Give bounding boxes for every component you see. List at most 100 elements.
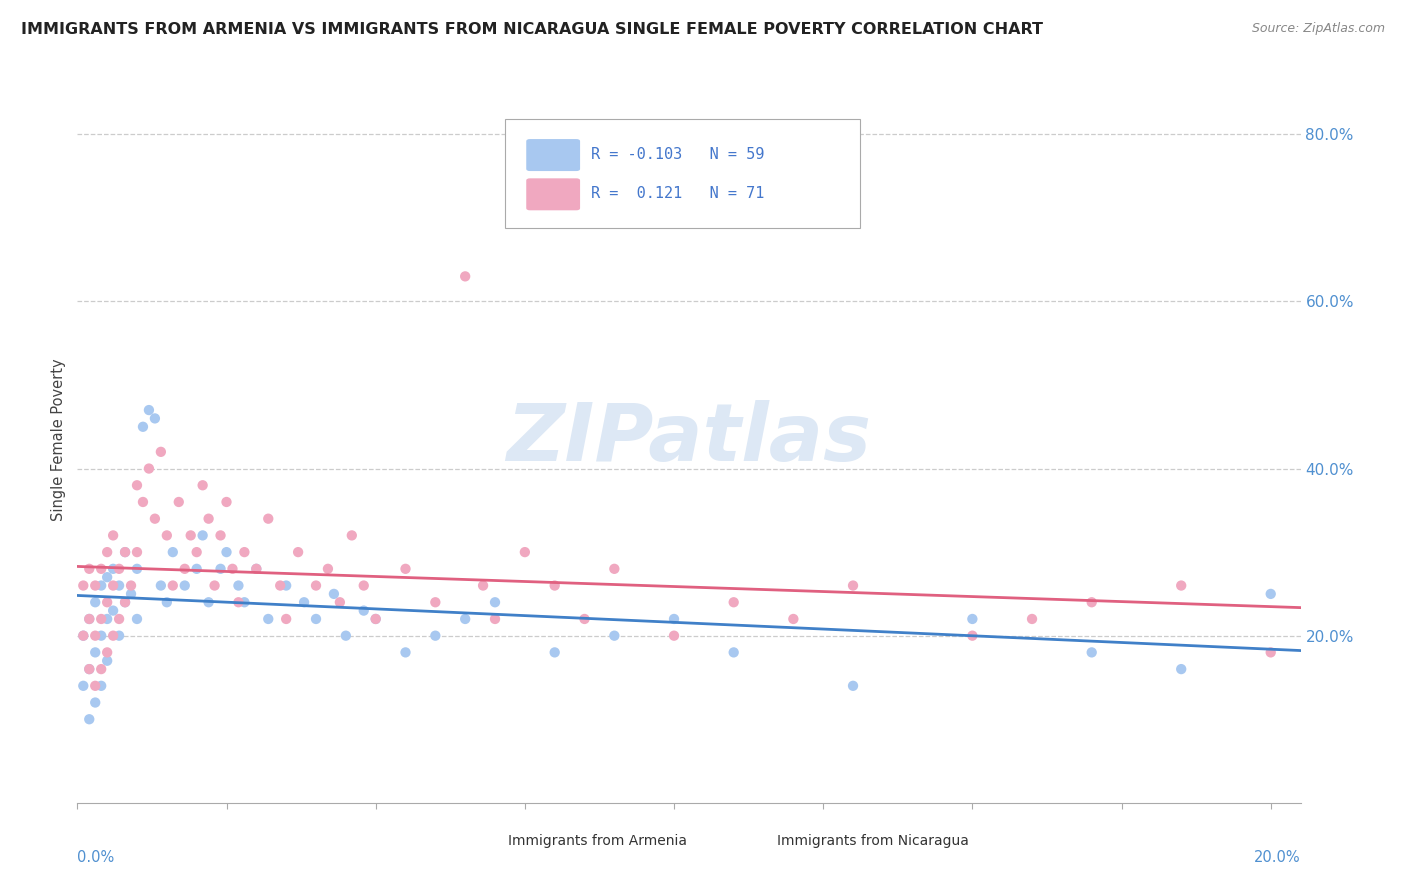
Point	[197, 595, 219, 609]
Point	[84, 645, 107, 659]
Point	[101, 629, 124, 643]
Point	[114, 595, 136, 609]
Text: 20.0%: 20.0%	[1254, 850, 1301, 865]
Text: R = -0.103   N = 59: R = -0.103 N = 59	[591, 147, 765, 161]
Point	[603, 562, 626, 576]
Point	[221, 562, 243, 576]
Point	[513, 545, 536, 559]
Text: 0.0%: 0.0%	[77, 850, 114, 865]
Point	[84, 696, 107, 710]
Point	[245, 562, 267, 576]
Point	[245, 562, 267, 576]
Point	[77, 612, 100, 626]
FancyBboxPatch shape	[526, 178, 581, 211]
Point	[353, 604, 375, 618]
Point	[72, 629, 94, 643]
Point	[257, 612, 280, 626]
Point	[394, 645, 416, 659]
Point	[149, 445, 172, 459]
Point	[77, 612, 100, 626]
Text: Immigrants from Armenia: Immigrants from Armenia	[508, 834, 688, 847]
Point	[72, 679, 94, 693]
Point	[77, 562, 100, 576]
Point	[662, 629, 685, 643]
Point	[108, 562, 131, 576]
Text: Immigrants from Nicaragua: Immigrants from Nicaragua	[778, 834, 969, 847]
Point	[364, 612, 387, 626]
Point	[101, 528, 124, 542]
Point	[138, 461, 160, 475]
Point	[156, 528, 179, 542]
Point	[723, 645, 745, 659]
Point	[96, 645, 118, 659]
Point	[962, 612, 984, 626]
Point	[90, 612, 112, 626]
Point	[120, 578, 142, 592]
Point	[364, 612, 387, 626]
Point	[269, 578, 291, 592]
Point	[132, 419, 155, 434]
Point	[574, 612, 596, 626]
Point	[662, 612, 685, 626]
Point	[186, 562, 208, 576]
Point	[186, 545, 208, 559]
Point	[842, 679, 865, 693]
Point	[72, 578, 94, 592]
Point	[484, 595, 506, 609]
Point	[1021, 612, 1043, 626]
Point	[108, 612, 131, 626]
Point	[197, 511, 219, 525]
Point	[132, 495, 155, 509]
Point	[101, 578, 124, 592]
Point	[96, 595, 118, 609]
Point	[603, 629, 626, 643]
Point	[96, 545, 118, 559]
Point	[156, 595, 179, 609]
Point	[173, 578, 195, 592]
Point	[322, 587, 344, 601]
Point	[484, 612, 506, 626]
Point	[77, 662, 100, 676]
FancyBboxPatch shape	[526, 139, 581, 171]
Point	[257, 511, 280, 525]
Point	[1260, 587, 1282, 601]
Point	[149, 578, 172, 592]
Point	[84, 679, 107, 693]
Point	[276, 612, 298, 626]
Point	[305, 612, 328, 626]
Point	[96, 570, 118, 584]
Point	[77, 712, 100, 726]
Point	[125, 562, 148, 576]
Text: ZIPatlas: ZIPatlas	[506, 401, 872, 478]
Point	[842, 578, 865, 592]
Point	[162, 578, 184, 592]
Point	[96, 654, 118, 668]
Point	[454, 269, 477, 284]
Point	[1170, 662, 1192, 676]
Point	[96, 612, 118, 626]
Text: Source: ZipAtlas.com: Source: ZipAtlas.com	[1251, 22, 1385, 36]
Point	[233, 545, 256, 559]
Point	[162, 545, 184, 559]
Point	[114, 545, 136, 559]
Y-axis label: Single Female Poverty: Single Female Poverty	[51, 358, 66, 521]
Point	[108, 578, 131, 592]
Point	[84, 629, 107, 643]
Point	[125, 478, 148, 492]
Point	[90, 578, 112, 592]
Point	[90, 679, 112, 693]
Point	[228, 578, 250, 592]
Point	[101, 604, 124, 618]
Point	[329, 595, 352, 609]
Point	[215, 495, 238, 509]
Point	[125, 545, 148, 559]
Point	[114, 545, 136, 559]
Point	[305, 578, 328, 592]
Point	[143, 411, 166, 425]
Point	[340, 528, 363, 542]
Point	[173, 562, 195, 576]
Point	[138, 403, 160, 417]
Point	[287, 545, 309, 559]
Point	[77, 662, 100, 676]
Point	[472, 578, 495, 592]
